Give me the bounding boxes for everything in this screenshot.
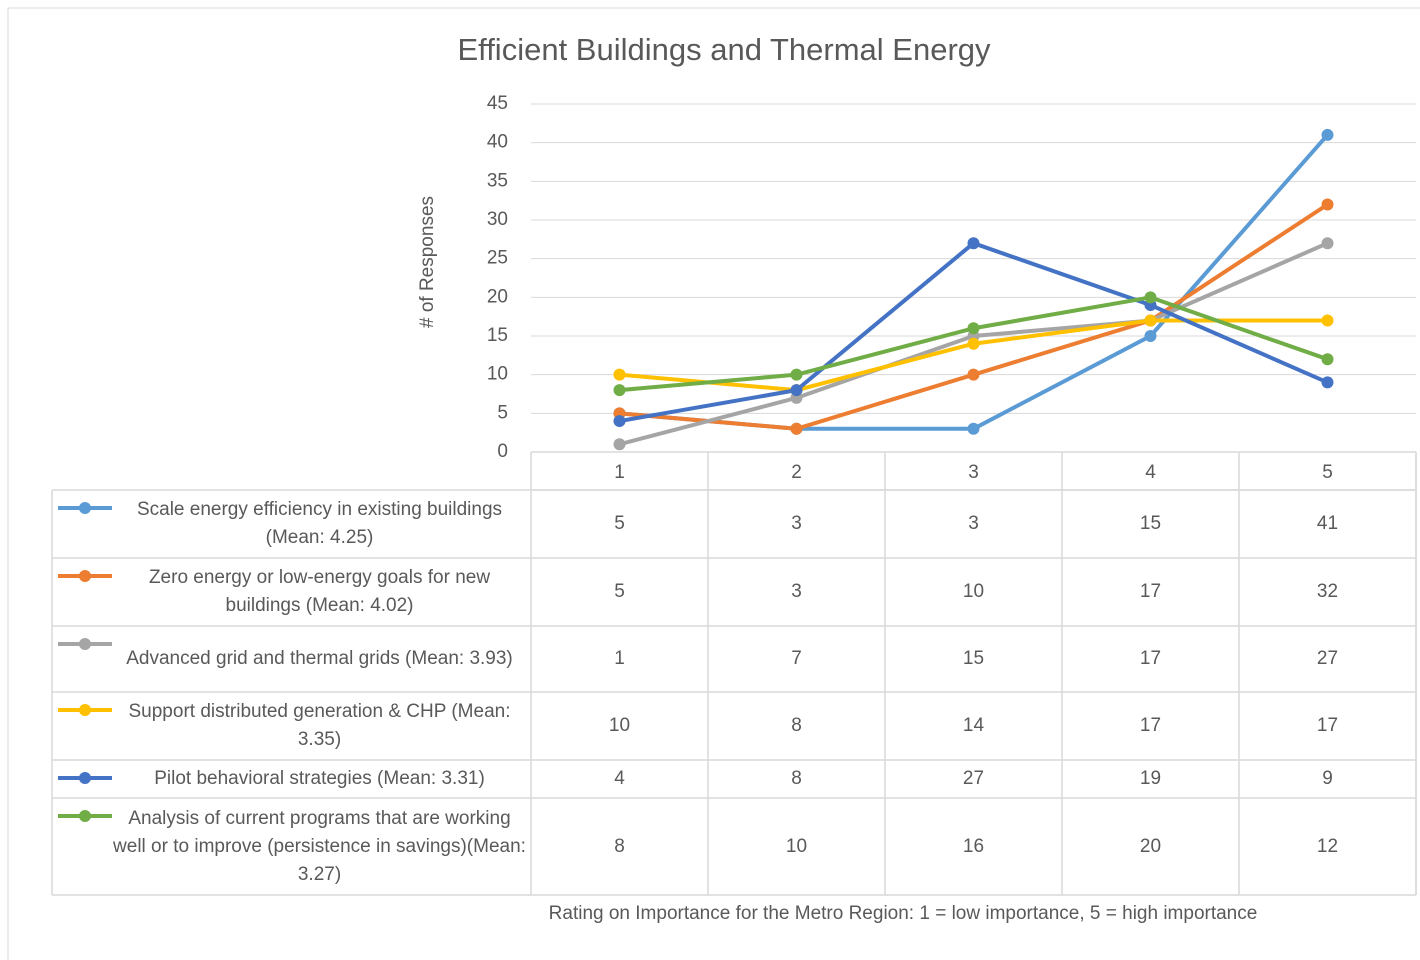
x-tick-label: 3	[968, 462, 979, 483]
y-axis-label: # of Responses	[417, 196, 438, 328]
legend-key-marker	[79, 638, 91, 650]
table-value: 10	[608, 715, 631, 736]
legend-label: Analysis of current programs that are wo…	[113, 807, 526, 885]
table-value: 27	[962, 768, 985, 789]
legend-key-marker	[79, 502, 91, 514]
series-marker	[613, 415, 626, 428]
x-axis-label: Rating on Importance for the Metro Regio…	[549, 903, 1258, 924]
series-marker	[1321, 376, 1334, 389]
series-marker	[967, 368, 980, 381]
x-tick-label: 2	[791, 462, 802, 483]
chart-border	[7, 7, 1420, 960]
table-value: 17	[1139, 715, 1162, 736]
series-marker	[790, 384, 803, 397]
series-marker	[1321, 353, 1334, 366]
series-marker	[1321, 314, 1334, 327]
legend-key-marker	[79, 772, 91, 784]
series-marker	[967, 322, 980, 335]
y-tick-label: 40	[487, 132, 508, 153]
table-value: 3	[791, 513, 802, 534]
table-value: 9	[1322, 768, 1333, 789]
table-value: 15	[962, 648, 985, 669]
y-tick-label: 15	[487, 325, 508, 346]
legend-label: Zero energy or low-energy goals for new …	[148, 567, 491, 616]
table-value: 10	[962, 581, 985, 602]
x-tick-label: 1	[614, 462, 625, 483]
series-marker	[613, 438, 626, 451]
series-marker	[790, 422, 803, 435]
table-value: 4	[614, 768, 625, 789]
table-value: 3	[968, 513, 979, 534]
table-value: 17	[1316, 715, 1339, 736]
table-value: 14	[962, 715, 985, 736]
table-value: 15	[1139, 513, 1162, 534]
y-tick-label: 25	[487, 248, 508, 269]
series-marker	[967, 237, 980, 250]
y-tick-label: 35	[487, 170, 508, 191]
table-value: 19	[1139, 768, 1162, 789]
legend-key-marker	[79, 810, 91, 822]
y-tick-label: 45	[487, 93, 508, 114]
table-value: 8	[791, 768, 802, 789]
series-marker	[790, 368, 803, 381]
legend-key-marker	[79, 570, 91, 582]
y-tick-label: 0	[497, 441, 508, 462]
table-value: 5	[614, 581, 625, 602]
y-tick-label: 5	[497, 402, 508, 423]
y-tick-label: 20	[487, 286, 508, 307]
series-marker	[1321, 198, 1334, 211]
table-value: 41	[1316, 513, 1339, 534]
series-marker	[1321, 128, 1334, 141]
table-value: 8	[791, 715, 802, 736]
series-marker	[1321, 237, 1334, 250]
table-value: 17	[1139, 581, 1162, 602]
series-marker	[967, 422, 980, 435]
table-value: 27	[1316, 648, 1339, 669]
table-value: 5	[614, 513, 625, 534]
series-marker	[613, 368, 626, 381]
table-value: 7	[791, 648, 802, 669]
series-marker	[613, 384, 626, 397]
y-tick-label: 10	[487, 364, 508, 385]
chart-title: Efficient Buildings and Thermal Energy	[457, 32, 991, 67]
table-value: 3	[791, 581, 802, 602]
table-value: 20	[1139, 835, 1162, 857]
series-marker	[1144, 330, 1157, 342]
legend-label: Pilot behavioral strategies (Mean: 3.31)	[154, 768, 485, 789]
legend-key-marker	[79, 704, 91, 716]
legend-label: Scale energy efficiency in existing buil…	[136, 499, 503, 548]
series-marker	[967, 337, 980, 350]
legend-label: Support distributed generation & CHP (Me…	[128, 701, 511, 750]
table-value: 32	[1316, 581, 1339, 602]
table-value: 8	[614, 835, 625, 857]
series-marker	[1144, 291, 1157, 304]
series-marker	[1144, 314, 1157, 327]
table-value: 1	[614, 648, 625, 669]
table-value: 17	[1139, 648, 1162, 669]
table-value: 12	[1316, 835, 1339, 857]
x-tick-label: 4	[1145, 462, 1156, 483]
x-tick-label: 5	[1322, 462, 1333, 483]
table-value: 16	[962, 835, 985, 857]
legend-label: Advanced grid and thermal grids (Mean: 3…	[126, 648, 513, 669]
table-value: 10	[785, 835, 808, 857]
y-tick-label: 30	[487, 209, 508, 230]
